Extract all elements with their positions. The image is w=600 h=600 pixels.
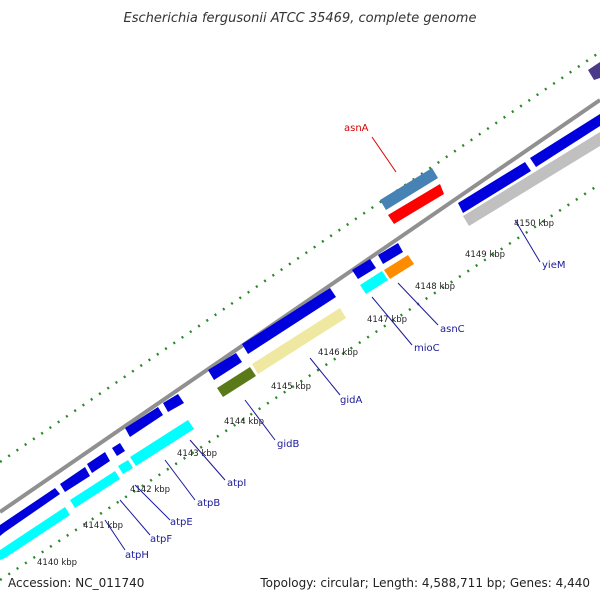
feature-asnA-other (388, 184, 444, 224)
tick-label: 4140 kbp (37, 558, 77, 568)
forward-cds-track (0, 114, 600, 536)
feature-gidB-region (217, 367, 256, 397)
tick-label: 4146 kbp (318, 348, 358, 358)
cds-arrow (360, 271, 388, 294)
cds-arrow (87, 452, 110, 473)
cds-arrow (242, 288, 336, 354)
gene-label-atpE: atpE (170, 517, 193, 528)
cds-arrow (112, 443, 125, 456)
reverse-cds-track (0, 271, 388, 560)
gene-label-mioC: mioC (414, 343, 440, 354)
gene-label-asnA: asnA (344, 123, 369, 134)
gene-label-atpB: atpB (197, 498, 220, 509)
cds-arrow (70, 471, 120, 508)
tick-label: 4145 kbp (271, 382, 311, 392)
tick-label: 4144 kbp (224, 417, 264, 427)
tick-label: 4149 kbp (465, 250, 505, 260)
cds-arrow (352, 259, 376, 279)
gene-label-gidA: gidA (340, 395, 362, 406)
cds-arrow (208, 353, 242, 380)
gene-labels: atpH atpF atpE atpB atpI gidB gidA mioC … (125, 123, 565, 561)
gene-label-yieM: yieM (542, 260, 565, 271)
scale-ticks: 4140 kbp 4141 kbp 4142 kbp 4143 kbp 4144… (37, 219, 554, 568)
tick-label: 4143 kbp (177, 449, 217, 459)
cds-arrow (530, 114, 600, 167)
outer-dotted-track (0, 50, 600, 464)
label-leaders (104, 219, 541, 551)
cds-arrow (0, 488, 60, 536)
feature-edge (588, 62, 600, 80)
cds-arrow (118, 460, 133, 474)
cds-arrow (125, 407, 163, 437)
cds-arrow (0, 507, 70, 560)
gene-label-gidB: gidB (277, 439, 299, 450)
genome-summary-text: Topology: circular; Length: 4,588,711 bp… (259, 576, 590, 590)
tick-label: 4148 kbp (415, 282, 455, 292)
feature-asnA-rna (380, 168, 438, 210)
feature-gidA-region (252, 308, 346, 374)
gene-label-atpH: atpH (125, 550, 149, 561)
gene-label-atpI: atpI (227, 478, 246, 489)
feature-yieM-region (463, 132, 600, 226)
gene-label-atpF: atpF (150, 534, 172, 545)
cds-arrow (60, 467, 90, 492)
accession-text: Accession: NC_011740 (8, 576, 144, 590)
gene-label-asnC: asnC (440, 324, 465, 335)
cds-arrow (458, 162, 531, 213)
cds-arrow (378, 243, 403, 264)
tick-label: 4141 kbp (83, 521, 123, 531)
cds-arrow (163, 394, 184, 412)
tick-label: 4142 kbp (130, 485, 170, 495)
tick-label: 4147 kbp (367, 315, 407, 325)
tick-label: 4150 kbp (514, 219, 554, 229)
asnA-leader (371, 136, 397, 173)
cds-arrow (130, 420, 194, 466)
genome-backbone (0, 98, 600, 514)
feature-asnC-region (384, 255, 414, 279)
map-title: Escherichia fergusonii ATCC 35469, compl… (124, 11, 477, 26)
